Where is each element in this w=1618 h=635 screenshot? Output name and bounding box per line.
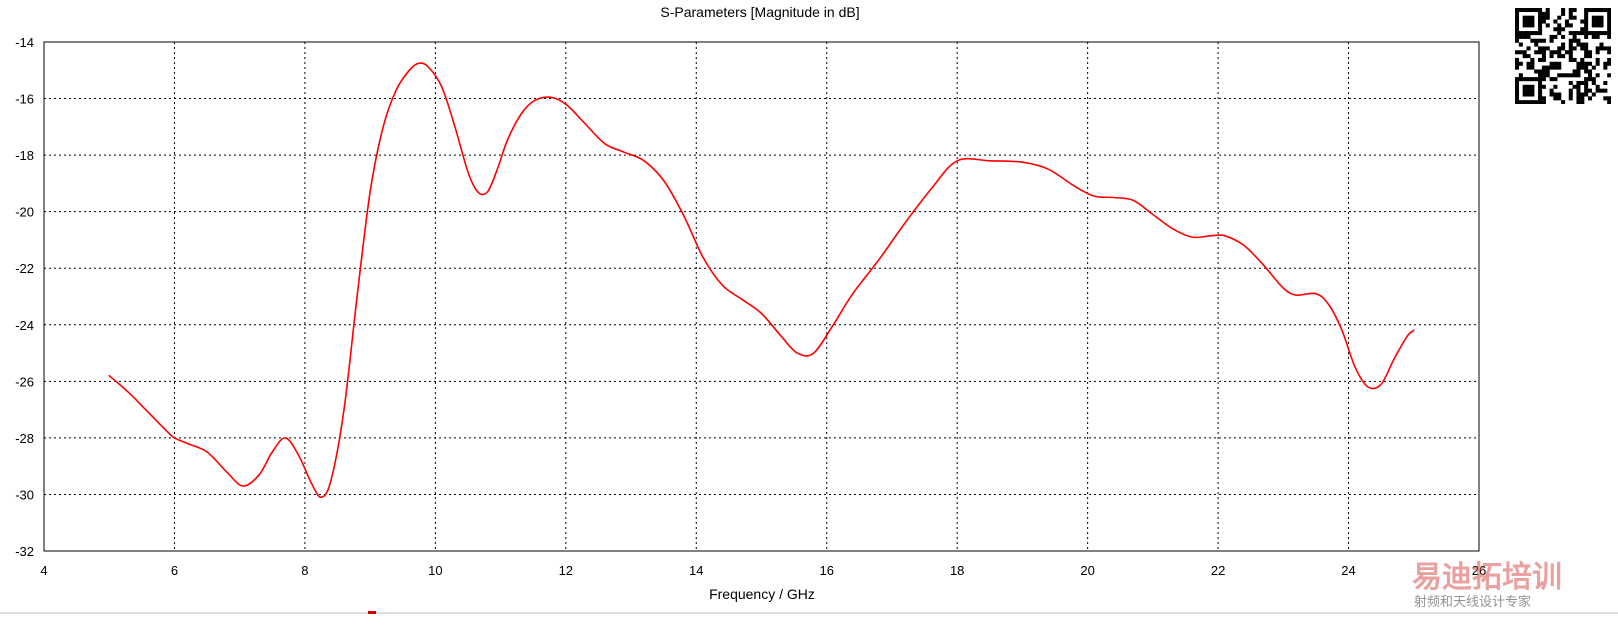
- y-tick-label: -24: [15, 318, 34, 333]
- y-tick-label: -26: [15, 374, 34, 389]
- y-tick-label: -30: [15, 487, 34, 502]
- x-tick-label: 4: [40, 563, 47, 578]
- x-tick-label: 8: [301, 563, 308, 578]
- y-tick-label: -18: [15, 148, 34, 163]
- y-tick-label: -14: [15, 35, 34, 50]
- y-tick-label: -20: [15, 205, 34, 220]
- x-tick-label: 10: [428, 563, 442, 578]
- x-tick-label: 20: [1080, 563, 1094, 578]
- y-tick-label: -28: [15, 431, 34, 446]
- x-tick-label: 6: [171, 563, 178, 578]
- x-tick-label: 14: [689, 563, 703, 578]
- x-tick-labels: 4 6 8 10 12 14 16 18 20 22 24 26: [40, 563, 1486, 578]
- plot-area: [43, 41, 1480, 552]
- y-tick-label: -22: [15, 261, 34, 276]
- x-tick-label: 22: [1211, 563, 1225, 578]
- y-tick-labels: -14 -16 -18 -20 -22 -24 -26 -28 -30 -32: [15, 35, 34, 559]
- plot-border: [43, 41, 1480, 552]
- x-tick-label: 26: [1472, 563, 1486, 578]
- s11-curve: [108, 62, 1415, 499]
- watermark-brand: 易迪拓培训: [1412, 560, 1562, 595]
- x-tick-label: 12: [559, 563, 573, 578]
- horizontal-gridlines: [44, 98, 1479, 495]
- vertical-gridlines: [173, 42, 1350, 551]
- x-tick-label: 16: [819, 563, 833, 578]
- x-axis-label: Frequency / GHz: [709, 586, 815, 602]
- y-tick-label: -16: [15, 92, 34, 107]
- watermark-logo: 易迪拓培训 射频和天线设计专家: [1412, 560, 1562, 610]
- qr-code-icon: [1515, 8, 1612, 105]
- bottom-marker: [368, 611, 376, 614]
- watermark-tagline: 射频和天线设计专家: [1414, 594, 1531, 610]
- x-tick-label: 18: [950, 563, 964, 578]
- y-tick-label: -32: [15, 544, 34, 559]
- x-tick-label: 24: [1341, 563, 1355, 578]
- chart-title: S-Parameters [Magnitude in dB]: [660, 4, 859, 20]
